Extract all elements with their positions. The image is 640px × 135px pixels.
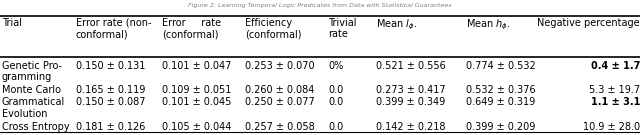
Text: Genetic Pro-
gramming: Genetic Pro- gramming [2, 61, 62, 82]
Text: 0.273 ± 0.417: 0.273 ± 0.417 [376, 85, 446, 95]
Text: 0.105 ± 0.044: 0.105 ± 0.044 [162, 122, 231, 131]
Text: 0.532 ± 0.376: 0.532 ± 0.376 [466, 85, 536, 95]
Text: 0.142 ± 0.218: 0.142 ± 0.218 [376, 122, 446, 131]
Text: Negative percentage: Negative percentage [538, 18, 640, 28]
Text: 10.9 ± 28.0: 10.9 ± 28.0 [583, 122, 640, 131]
Text: Mean $h_{\phi}$.: Mean $h_{\phi}$. [466, 18, 511, 32]
Text: 0.0: 0.0 [328, 97, 344, 107]
Text: Efficiency
(conformal): Efficiency (conformal) [245, 18, 301, 39]
Text: 0.150 ± 0.131: 0.150 ± 0.131 [76, 61, 145, 71]
Text: 5.3 ± 19.7: 5.3 ± 19.7 [589, 85, 640, 95]
Text: 0.774 ± 0.532: 0.774 ± 0.532 [466, 61, 536, 71]
Text: Error rate (non-
conformal): Error rate (non- conformal) [76, 18, 151, 39]
Text: 0.4 ± 1.7: 0.4 ± 1.7 [591, 61, 640, 71]
Text: Error     rate
(conformal): Error rate (conformal) [162, 18, 221, 39]
Text: 0.101 ± 0.047: 0.101 ± 0.047 [162, 61, 231, 71]
Text: Grammatical
Evolution: Grammatical Evolution [2, 97, 65, 119]
Text: 0.150 ± 0.087: 0.150 ± 0.087 [76, 97, 145, 107]
Text: 0.101 ± 0.045: 0.101 ± 0.045 [162, 97, 231, 107]
Text: Monte Carlo: Monte Carlo [2, 85, 61, 95]
Text: 0.0: 0.0 [328, 122, 344, 131]
Text: 0.521 ± 0.556: 0.521 ± 0.556 [376, 61, 446, 71]
Text: 1.1 ± 3.1: 1.1 ± 3.1 [591, 97, 640, 107]
Text: 0.399 ± 0.349: 0.399 ± 0.349 [376, 97, 445, 107]
Text: 0.181 ± 0.126: 0.181 ± 0.126 [76, 122, 145, 131]
Text: 0.257 ± 0.058: 0.257 ± 0.058 [245, 122, 315, 131]
Text: 0.649 ± 0.319: 0.649 ± 0.319 [466, 97, 535, 107]
Text: Mean $l_{\phi}$.: Mean $l_{\phi}$. [376, 18, 417, 32]
Text: 0.109 ± 0.051: 0.109 ± 0.051 [162, 85, 231, 95]
Text: Trial: Trial [2, 18, 22, 28]
Text: 0.260 ± 0.084: 0.260 ± 0.084 [245, 85, 314, 95]
Text: Cross Entropy: Cross Entropy [2, 122, 70, 131]
Text: Trivial
rate: Trivial rate [328, 18, 357, 39]
Text: 0.253 ± 0.070: 0.253 ± 0.070 [245, 61, 315, 71]
Text: Figure 2: Learning Temporal Logic Predicates from Data with Statistical Guarante: Figure 2: Learning Temporal Logic Predic… [188, 3, 452, 8]
Text: 0.165 ± 0.119: 0.165 ± 0.119 [76, 85, 145, 95]
Text: 0.250 ± 0.077: 0.250 ± 0.077 [245, 97, 315, 107]
Text: 0.0: 0.0 [328, 85, 344, 95]
Text: 0.399 ± 0.209: 0.399 ± 0.209 [466, 122, 535, 131]
Text: 0%: 0% [328, 61, 344, 71]
